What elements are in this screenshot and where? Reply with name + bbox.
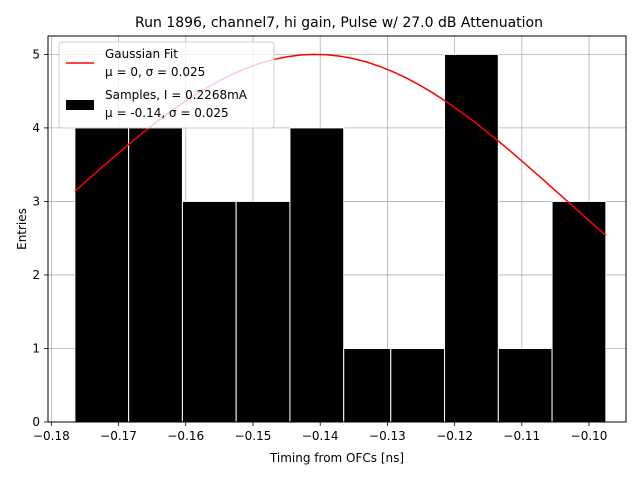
histogram-bar bbox=[390, 347, 446, 423]
histogram-bar bbox=[289, 127, 345, 423]
x-tick-label: −0.13 bbox=[369, 429, 406, 443]
histogram-bar bbox=[444, 53, 499, 423]
histogram-bar bbox=[497, 347, 553, 423]
y-tick-label: 2 bbox=[32, 268, 40, 282]
legend-fit-label: Gaussian Fit bbox=[105, 47, 178, 61]
x-tick-label: −0.17 bbox=[100, 429, 137, 443]
legend-box bbox=[58, 41, 275, 129]
x-tick-label: −0.10 bbox=[571, 429, 608, 443]
histogram-bar bbox=[343, 347, 392, 423]
x-tick-label: −0.11 bbox=[503, 429, 540, 443]
y-axis-label: Entries bbox=[15, 208, 29, 250]
y-tick-label: 5 bbox=[32, 47, 40, 61]
legend-samples-swatch bbox=[66, 100, 94, 110]
x-tick-label: −0.12 bbox=[436, 429, 473, 443]
histogram-bar bbox=[235, 200, 291, 423]
legend-fit-stats: μ = 0, σ = 0.025 bbox=[105, 65, 205, 79]
histogram-bar bbox=[181, 200, 237, 423]
y-tick-label: 0 bbox=[32, 415, 40, 429]
legend-samples-stats: μ = -0.14, σ = 0.025 bbox=[105, 106, 229, 120]
y-tick-label: 3 bbox=[32, 194, 40, 208]
histogram-bar bbox=[74, 127, 130, 423]
x-tick-label: −0.16 bbox=[167, 429, 204, 443]
y-tick-label: 1 bbox=[32, 341, 40, 355]
y-axis: 0 1 2 3 4 5 bbox=[32, 47, 48, 429]
histogram-bar bbox=[551, 200, 607, 423]
histogram-bar bbox=[128, 127, 183, 423]
x-axis-label: Timing from OFCs [ns] bbox=[269, 451, 404, 465]
y-tick-label: 4 bbox=[32, 121, 40, 135]
legend: Gaussian Fit μ = 0, σ = 0.025 Samples, I… bbox=[58, 41, 275, 129]
chart-title: Run 1896, channel7, hi gain, Pulse w/ 27… bbox=[135, 15, 543, 31]
legend-samples-label: Samples, I = 0.2268mA bbox=[105, 88, 248, 102]
x-tick-label: −0.18 bbox=[33, 429, 70, 443]
x-tick-label: −0.15 bbox=[235, 429, 272, 443]
histogram-bars bbox=[74, 53, 607, 423]
plot-frame bbox=[47, 35, 627, 423]
x-axis: −0.18 −0.17 −0.16 −0.15 −0.14 −0.13 −0.12 −0.11… bbox=[33, 422, 607, 443]
x-tick-label: −0.14 bbox=[302, 429, 339, 443]
